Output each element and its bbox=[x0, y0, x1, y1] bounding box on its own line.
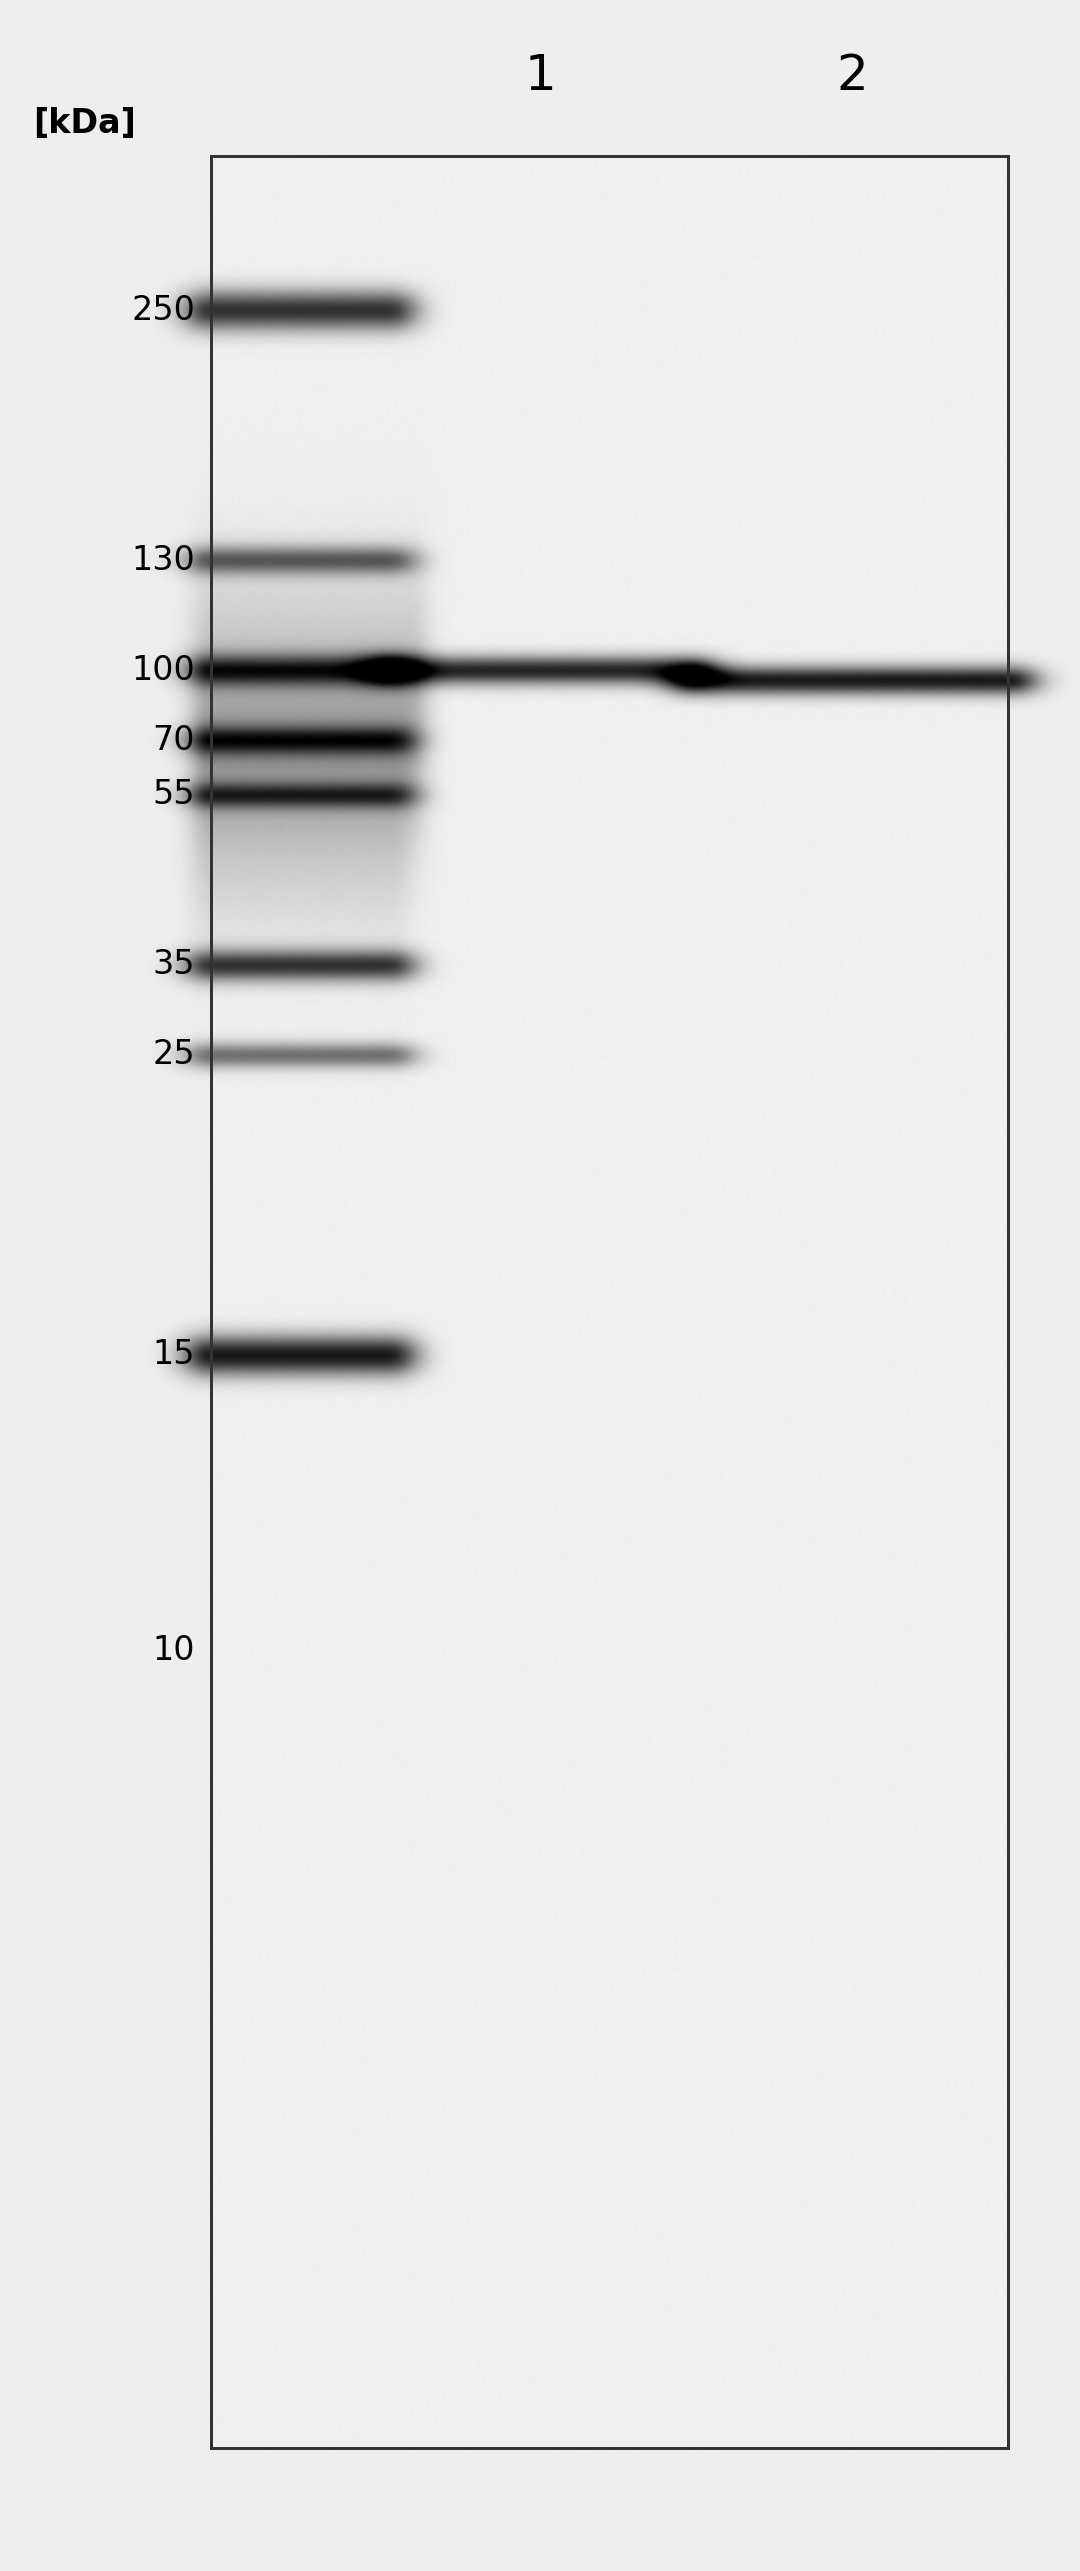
Text: 55: 55 bbox=[152, 779, 195, 812]
Text: 25: 25 bbox=[152, 1039, 195, 1072]
Text: 70: 70 bbox=[152, 722, 195, 756]
Text: 130: 130 bbox=[132, 542, 195, 576]
Text: [kDa]: [kDa] bbox=[33, 108, 136, 139]
Text: 250: 250 bbox=[131, 293, 195, 327]
Text: 10: 10 bbox=[152, 1633, 195, 1666]
Text: 35: 35 bbox=[152, 949, 195, 982]
Text: 15: 15 bbox=[152, 1339, 195, 1370]
Text: 100: 100 bbox=[132, 653, 195, 686]
Text: 2: 2 bbox=[837, 51, 868, 100]
Text: 1: 1 bbox=[524, 51, 556, 100]
